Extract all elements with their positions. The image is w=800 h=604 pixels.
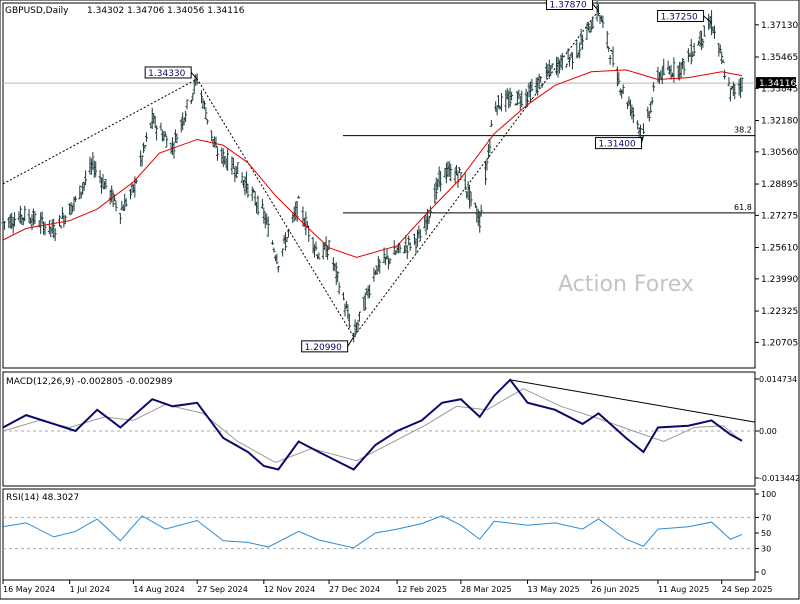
rsi-label: RSI(14) 48.3027 <box>6 493 79 503</box>
macd-label: MACD(12,26,9) -0.002805 -0.002989 <box>6 377 173 387</box>
watermark: Action Forex <box>558 272 694 297</box>
swing-label-leader <box>703 15 712 23</box>
date-tick-label: 16 May 2024 <box>3 585 55 594</box>
macd-trendline <box>510 379 756 423</box>
price-tick-label: 1.27275 <box>761 211 798 221</box>
swing-label-leader <box>640 135 644 144</box>
rsi-tick-label: 100 <box>761 490 776 499</box>
date-tick-label: 26 Jun 2025 <box>591 585 639 594</box>
rsi-tick-label: 50 <box>761 529 771 538</box>
rsi-line <box>2 515 743 549</box>
swing-label-leader <box>592 3 599 11</box>
macd-tick-label: 0.014734 <box>759 375 797 384</box>
price-tick-label: 1.35465 <box>761 53 798 63</box>
swing-label-box <box>657 10 705 22</box>
price-tick-label: 1.25610 <box>761 244 798 254</box>
rsi-panel-frame <box>2 488 756 581</box>
rsi-tick-label: 70 <box>761 513 771 522</box>
price-swing-trendline <box>2 10 599 338</box>
date-tick-label: 12 Feb 2025 <box>397 585 447 594</box>
symbol-label: GBPUSD,Daily <box>5 6 69 16</box>
macd-line <box>2 378 743 471</box>
price-tick-label: 1.37130 <box>761 21 798 31</box>
fib-label: 61.8 <box>734 203 752 212</box>
rsi-tick-label: 30 <box>761 545 771 554</box>
swing-label-leader <box>347 336 355 347</box>
macd-tick-label: 0.00 <box>759 427 777 436</box>
date-tick-label: 27 Sep 2024 <box>197 585 248 594</box>
price-tick-label: 1.32180 <box>761 117 798 127</box>
swing-label-leader <box>190 72 198 80</box>
date-tick-label: 11 Aug 2025 <box>658 585 709 594</box>
rsi-tick-label: 0 <box>761 568 766 577</box>
swing-label-text: 1.34330 <box>148 69 185 79</box>
price-tick-label: 1.33845 <box>761 84 798 94</box>
date-tick-label: 13 May 2025 <box>528 585 580 594</box>
swing-label-text: 1.37250 <box>661 13 698 23</box>
macd-signal-line <box>2 388 743 464</box>
swing-label-text: 1.20990 <box>305 343 342 353</box>
date-tick-label: 27 Dec 2024 <box>329 585 380 594</box>
date-tick-label: 28 Mar 2025 <box>461 585 512 594</box>
last-price-tag <box>756 77 796 89</box>
price-tick-label: 1.30560 <box>761 148 798 158</box>
swing-label-text: 1.37870 <box>550 1 587 11</box>
price-tick-label: 1.20705 <box>761 338 798 348</box>
macd-panel-frame <box>2 371 756 487</box>
fib-label: 38.2 <box>734 126 752 135</box>
ohlc-values: 1.34302 1.34706 1.34056 1.34116 <box>87 6 245 16</box>
price-tick-label: 1.22325 <box>761 307 798 317</box>
date-tick-label: 12 Nov 2024 <box>264 585 315 594</box>
date-tick-label: 1 Jul 2024 <box>70 585 110 594</box>
price-tick-label: 1.23990 <box>761 275 798 285</box>
date-tick-label: 24 Sep 2025 <box>722 585 773 594</box>
price-tick-label: 1.28895 <box>761 180 798 190</box>
last-price-text: 1.34116 <box>759 79 796 89</box>
swing-label-text: 1.31400 <box>598 140 635 150</box>
price-panel-frame <box>2 2 756 369</box>
date-tick-label: 14 Aug 2024 <box>133 585 184 594</box>
moving-average-line <box>2 69 743 258</box>
macd-tick-label: -0.013442 <box>759 474 800 483</box>
